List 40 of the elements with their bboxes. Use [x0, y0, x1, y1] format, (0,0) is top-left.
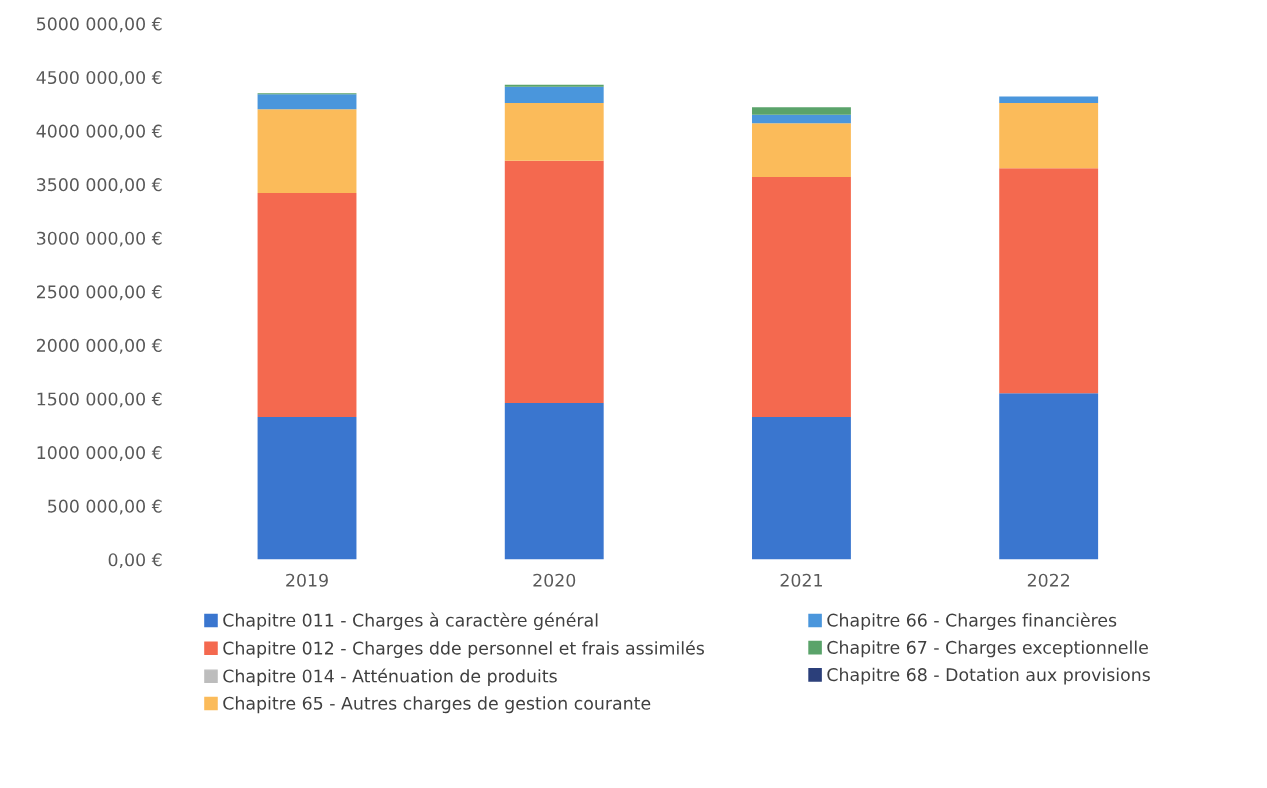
bar: [504, 102, 604, 161]
legend-label: Chapitre 014 - Atténuation de produits: [223, 668, 557, 686]
legend-label: Chapitre 67 - Charges exceptionnelle: [827, 640, 1148, 658]
y-tick-label: 5000 000,00 €: [37, 17, 162, 33]
x-tick-label: 2019: [286, 573, 328, 587]
bar: [999, 168, 1099, 394]
bar: [257, 416, 357, 560]
bar: [999, 96, 1099, 103]
bar: [999, 102, 1099, 169]
legend-label: Chapitre 65 - Autres charges de gestion courante: [223, 696, 651, 714]
y-tick-label: 4500 000,00 €: [36, 70, 162, 86]
bar: [257, 109, 357, 193]
x-tick-label: 2021: [780, 573, 822, 587]
y-tick-label: 3500 000,00 €: [37, 178, 162, 194]
legend-label: Chapitre 011 - Charges à caractère général: [223, 612, 598, 631]
y-tick-label: 500 000,00 €: [48, 499, 162, 515]
bar: [752, 107, 851, 115]
y-tick-label: 1000 000,00 €: [37, 446, 162, 461]
bar: [257, 94, 357, 110]
bar: [752, 123, 851, 177]
x-tick-label: 2020: [533, 573, 576, 587]
y-tick-label: 0,00 €: [108, 553, 162, 569]
y-tick-label: 1500 000,00 €: [37, 392, 162, 408]
x-tick-label: 2022: [1027, 573, 1070, 587]
bar: [504, 403, 604, 560]
legend-label: Chapitre 012 - Charges dde personnel et frais assimilés: [223, 640, 704, 659]
y-tick-label: 4000 000,00 €: [36, 124, 162, 140]
y-tick-label: 3000 000,00 €: [37, 231, 162, 247]
bar: [257, 192, 357, 417]
legend-label: Chapitre 66 - Charges financières: [827, 612, 1117, 631]
bar: [752, 416, 851, 560]
y-tick-label: 2000 000,00 €: [36, 338, 162, 354]
bar: [504, 84, 604, 87]
bar: [752, 114, 851, 124]
bar: [752, 176, 851, 417]
bar: [504, 86, 604, 103]
bar: [999, 393, 1099, 560]
legend-label: Chapitre 68 - Dotation aux provisions: [827, 667, 1150, 685]
bar: [504, 160, 604, 404]
y-tick-label: 2500 000,00 €: [36, 285, 162, 301]
